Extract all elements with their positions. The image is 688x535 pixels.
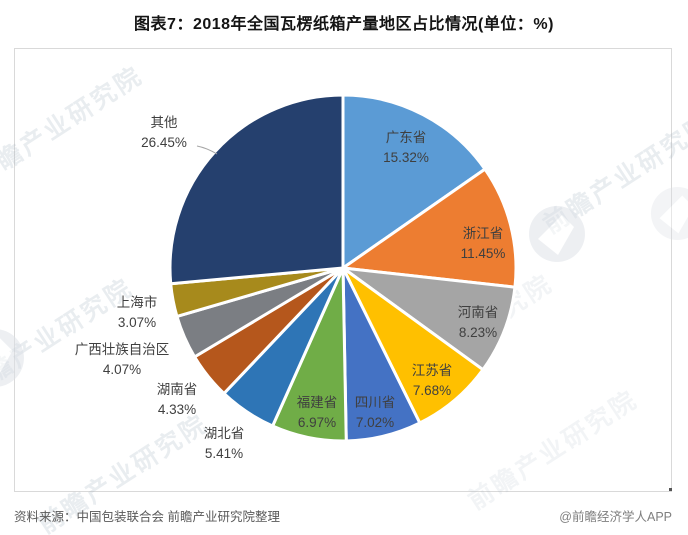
watermark-logo-icon: [0, 328, 25, 393]
pie-slice-2: [341, 266, 517, 372]
source-note: 资料来源：中国包装联合会 前瞻产业研究院整理: [14, 510, 280, 524]
watermark-logo-icon: [528, 205, 586, 268]
credit-note: @前瞻经济学人APP: [559, 510, 672, 524]
watermark-logo-icon: [650, 186, 688, 246]
pie-slice-0: [341, 93, 487, 270]
pie-slice-1: [341, 167, 518, 289]
panel-corner-handle: [669, 488, 672, 491]
pie-slice-10: [168, 93, 345, 286]
leader-line: [196, 145, 218, 155]
chart-title: 图表7：2018年全国瓦楞纸箱产量地区占比情况(单位：%): [134, 16, 554, 33]
